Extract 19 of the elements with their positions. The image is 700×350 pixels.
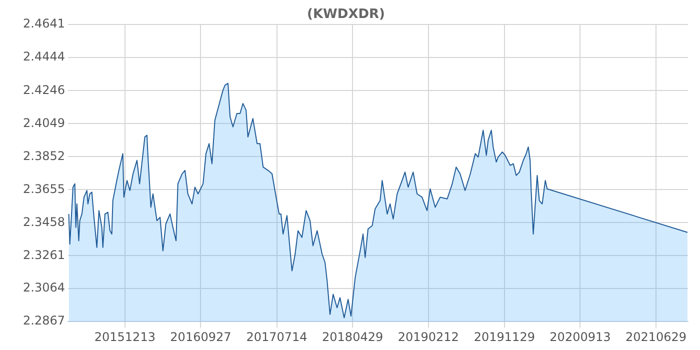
x-tick-label: 20200913 bbox=[550, 330, 611, 344]
x-tick-label: 20160927 bbox=[170, 330, 232, 344]
y-tick-label: 2.3064 bbox=[23, 280, 65, 295]
y-tick-label: 2.3261 bbox=[23, 248, 65, 262]
y-tick-label: 2.4641 bbox=[23, 16, 65, 31]
x-tick-label: 20191129 bbox=[474, 330, 535, 344]
y-tick-label: 2.4049 bbox=[23, 116, 65, 130]
x-tick-label: 20151213 bbox=[94, 330, 156, 344]
y-tick-label: 2.2867 bbox=[23, 314, 65, 328]
x-tick-label: 20210629 bbox=[625, 330, 687, 344]
y-tick-label: 2.3458 bbox=[23, 214, 65, 229]
y-tick-label: 2.4246 bbox=[23, 82, 65, 97]
x-tick-label: 20170714 bbox=[246, 330, 308, 344]
y-tick-label: 2.3655 bbox=[23, 182, 65, 196]
chart-title: (KWDXDR) bbox=[307, 7, 385, 22]
y-tick-label: 2.3852 bbox=[23, 148, 65, 163]
y-tick-label: 2.4444 bbox=[23, 50, 65, 64]
x-tick-label: 20180429 bbox=[322, 330, 384, 344]
x-tick-label: 20190212 bbox=[398, 330, 459, 344]
